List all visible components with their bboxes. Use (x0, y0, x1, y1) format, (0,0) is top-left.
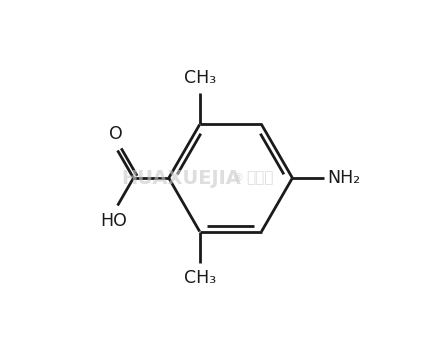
Text: HO: HO (101, 212, 128, 230)
Text: 化学加: 化学加 (246, 171, 274, 185)
Text: NH₂: NH₂ (327, 169, 360, 187)
Text: CH₃: CH₃ (183, 69, 216, 87)
Text: CH₃: CH₃ (183, 269, 216, 287)
Text: O: O (109, 125, 123, 143)
Text: ®: ® (232, 173, 243, 183)
Text: HUAXUEJIA: HUAXUEJIA (121, 168, 241, 188)
